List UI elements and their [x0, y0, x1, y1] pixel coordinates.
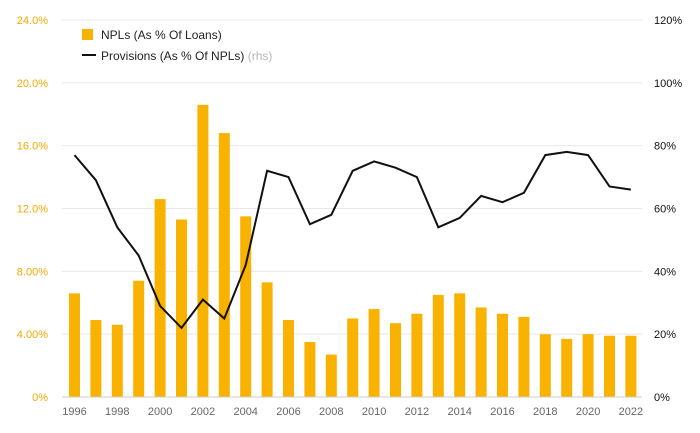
right-tick-label: 100%	[654, 78, 682, 90]
x-tick-label: 2020	[576, 406, 600, 418]
legend-line-label-group: Provisions (As % Of NPLs) (rhs)	[101, 49, 272, 63]
right-tick-label: 120%	[654, 15, 682, 27]
x-tick-label: 2010	[362, 406, 386, 418]
bar-2022	[625, 335, 637, 397]
bar-2005	[261, 282, 273, 397]
bar-2021	[604, 335, 615, 397]
bar-2010	[368, 309, 380, 397]
x-tick-label: 2016	[490, 406, 514, 418]
legend-bar-label: NPLs (As % Of Loans)	[101, 28, 222, 42]
bar-2017	[518, 316, 530, 397]
bar-2018	[539, 334, 551, 397]
x-tick-label: 2012	[405, 406, 429, 418]
x-tick-label: 2022	[619, 406, 643, 418]
right-tick-label: 40%	[654, 266, 676, 278]
x-tick-label: 1998	[105, 406, 129, 418]
bar-series	[69, 104, 637, 397]
x-tick-label: 2006	[276, 406, 300, 418]
right-tick-label: 20%	[654, 329, 676, 341]
x-tick-label: 2000	[148, 406, 172, 418]
left-tick-label: 0%	[32, 392, 48, 404]
x-tick-label: 2018	[533, 406, 557, 418]
x-tick-label: 2004	[233, 406, 257, 418]
bar-2006	[283, 320, 294, 397]
bar-2007	[304, 342, 316, 397]
bar-2004	[240, 216, 252, 397]
bar-2002	[197, 104, 209, 397]
legend-line-suffix: (rhs)	[248, 49, 273, 63]
left-tick-label: 4.00%	[17, 329, 48, 341]
bar-2012	[411, 313, 423, 397]
right-tick-label: 80%	[654, 141, 676, 153]
x-axis-ticks: 1996 1998 2000 2002 2004 2006 2008 2010 2012 2014…	[62, 406, 643, 418]
bar-2019	[561, 338, 573, 397]
bar-2020	[582, 334, 594, 397]
left-tick-label: 20.0%	[17, 78, 48, 90]
bar-2014	[454, 293, 466, 397]
bar-2003	[218, 133, 230, 397]
x-tick-label: 2008	[319, 406, 343, 418]
bar-1998	[111, 324, 123, 397]
left-tick-label: 12.0%	[17, 204, 48, 216]
right-tick-label: 60%	[654, 204, 676, 216]
bar-2000	[154, 199, 166, 397]
left-tick-label: 24.0%	[17, 15, 48, 27]
x-tick-label: 1996	[62, 406, 86, 418]
legend-line-label: Provisions (As % Of NPLs)	[101, 49, 244, 63]
left-tick-label: 8.00%	[17, 266, 48, 278]
legend: NPLs (As % Of Loans) Provisions (As % Of…	[82, 28, 272, 63]
bar-2015	[475, 307, 487, 397]
bar-2013	[432, 294, 444, 397]
bar-1996	[69, 293, 80, 397]
bar-2016	[497, 313, 508, 397]
left-tick-label: 16.0%	[17, 141, 48, 153]
right-tick-label: 0%	[654, 392, 670, 404]
x-tick-label: 2002	[191, 406, 215, 418]
bar-2008	[325, 354, 337, 397]
bar-2009	[347, 318, 359, 397]
x-tick-label: 2014	[447, 406, 471, 418]
bar-1999	[133, 280, 145, 397]
legend-bar-swatch	[82, 29, 93, 40]
bar-1997	[90, 320, 102, 397]
bar-2001	[176, 219, 187, 397]
line-series-provisions	[73, 150, 632, 330]
right-axis-ticks: 0% 20% 40% 60% 80% 100% 120%	[654, 15, 682, 404]
left-axis-ticks: 0% 4.00% 8.00% 12.0% 16.0% 20.0% 24.0%	[17, 15, 48, 404]
bar-2011	[390, 323, 401, 397]
